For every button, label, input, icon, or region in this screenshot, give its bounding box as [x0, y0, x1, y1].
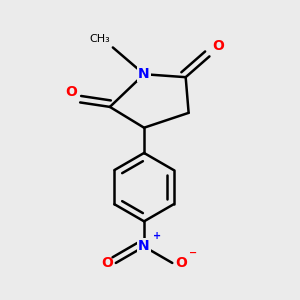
Text: CH₃: CH₃ — [89, 34, 110, 44]
Text: O: O — [65, 85, 77, 100]
Text: +: + — [153, 231, 161, 241]
Text: −: − — [189, 248, 197, 258]
Text: N: N — [138, 67, 150, 81]
Text: N: N — [138, 239, 150, 253]
Text: O: O — [101, 256, 113, 270]
Text: O: O — [212, 39, 224, 53]
Text: O: O — [175, 256, 187, 270]
